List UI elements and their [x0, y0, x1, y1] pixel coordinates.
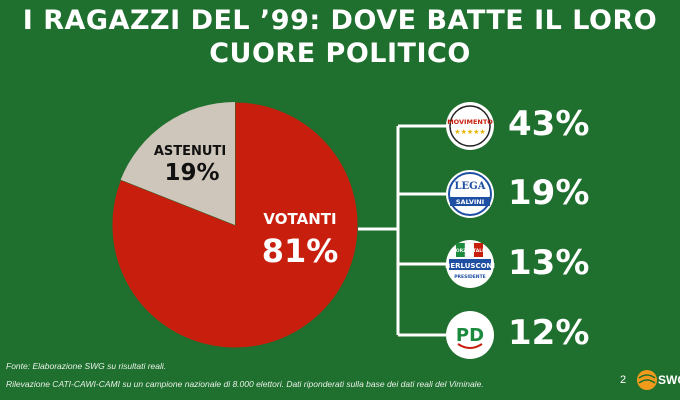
votanti-label: VOTANTI	[263, 210, 336, 228]
astenuti-label: ASTENUTI	[154, 144, 226, 159]
m5s-logo-icon: MOVIMENTO ★★★★★	[446, 102, 494, 150]
bracket-connector	[358, 124, 446, 337]
bar-value-forza-italia: 13%	[508, 243, 590, 283]
pd-logo-text: PD	[456, 325, 484, 346]
footer-survey: Rilevazione CATI-CAWI-CAMI su un campion…	[6, 379, 484, 389]
m5s-logo-text: MOVIMENTO	[447, 118, 493, 126]
pd-logo-icon: PD	[446, 311, 494, 359]
brand-name: SWG	[658, 373, 680, 387]
title-line-2: CUORE POLITICO	[209, 38, 471, 69]
forza-italia-logo-icon: FORZA ITALIA BERLUSCONI PRESIDENTE	[445, 240, 495, 288]
bar-value-m5s: 43%	[508, 104, 590, 144]
bar-value-lega: 19%	[508, 173, 590, 213]
page-number: 2	[620, 374, 627, 386]
pie-slice-votanti	[111, 101, 359, 349]
footer-source: Fonte: Elaborazione SWG su risultati rea…	[6, 361, 167, 371]
votanti-value: 81%	[262, 232, 339, 270]
pie-slice-astenuti	[120, 102, 235, 225]
astenuti-value: 19%	[164, 160, 219, 186]
lega-logo-text: LEGA	[455, 181, 486, 192]
bar-value-pd: 12%	[508, 313, 590, 353]
fi-logo-bottom: PRESIDENTE	[454, 274, 485, 280]
pie-chart: ASTENUTI 19% VOTANTI 81%	[111, 101, 359, 349]
fi-logo-text: FORZA ITALIA	[453, 248, 488, 254]
fi-logo-band: BERLUSCONI	[445, 262, 495, 270]
svg-text:★★★★★: ★★★★★	[454, 128, 485, 136]
title-line-1: I RAGAZZI DEL ’99: DOVE BATTE IL LORO	[22, 5, 658, 36]
page-title: I RAGAZZI DEL ’99: DOVE BATTE IL LORO CU…	[0, 4, 680, 70]
lega-logo-icon: LEGA SALVINI	[446, 170, 494, 218]
lega-logo-band: SALVINI	[456, 198, 484, 206]
swg-logo-icon	[637, 370, 657, 390]
